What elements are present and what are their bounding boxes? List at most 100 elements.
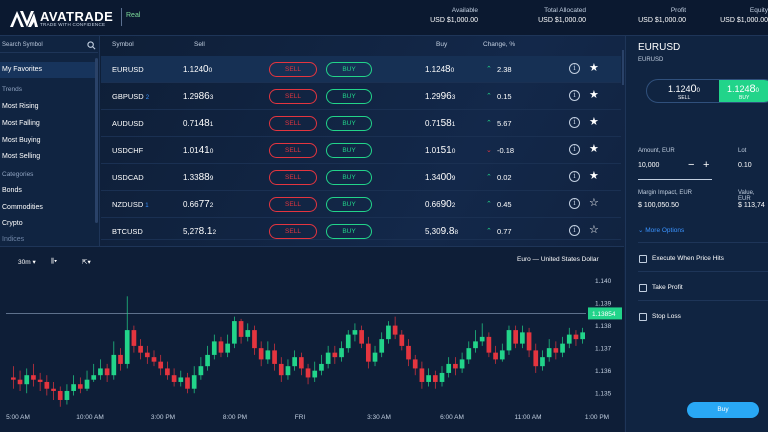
candle-body [446,363,452,373]
row-sell-button[interactable]: SELL [269,143,317,158]
sidebar-item-most-buying[interactable]: Most Buying [2,137,41,144]
brand-logo[interactable]: AVATRADE TRADE WITH CONFIDENCE [10,8,118,28]
chart-type-button[interactable]: ⫼▾ [51,258,57,266]
row-sell-price: 1.12400 [183,64,213,75]
row-symbol: GBPUSD 2 [112,92,150,101]
table-row[interactable]: EURUSD 1.12400 SELL BUY 1.12480 ⌃ 2.38 i ★ [101,56,621,83]
candle-body [144,352,150,358]
sidebar-item-bonds[interactable]: Bonds [2,187,22,194]
candle-body [312,370,318,378]
info-icon[interactable]: i [569,225,580,236]
row-sell-button[interactable]: SELL [269,89,317,104]
table-row[interactable]: GBPUSD 2 1.29863 SELL BUY 1.29963 ⌃ 0.15 i ★ [101,83,621,110]
row-buy-button[interactable]: BUY [326,224,372,239]
info-icon[interactable]: i [569,171,580,182]
table-row[interactable]: NZDUSD 1 0.66772 SELL BUY 0.66902 ⌃ 0.45 i ☆ [101,191,621,218]
row-sell-button[interactable]: SELL [269,224,317,239]
buy-label: BUY [739,95,750,101]
candle-body [359,330,364,344]
lot-label: Lot [738,148,747,154]
info-icon[interactable]: i [569,144,580,155]
candle-body [285,366,291,376]
sidebar-item-most-selling[interactable]: Most Selling [2,153,41,160]
table-row[interactable]: USDCAD 1.33889 SELL BUY 1.34009 ⌃ 0.02 i ★ [101,164,621,191]
info-icon[interactable]: i [569,63,580,74]
candle-body [533,350,539,367]
search-icon[interactable] [87,41,96,50]
info-icon[interactable]: i [569,90,580,101]
execute-when-price-hits-checkbox[interactable] [639,255,647,263]
stop-loss-checkbox[interactable] [639,313,647,321]
x-tick-label: 1:00 PM [585,414,609,421]
sidebar-item-most-rising[interactable]: Most Rising [2,103,39,110]
table-row[interactable]: BTCUSD 5,278.12 SELL BUY 5,309.88 ⌃ 0.77 i ☆ [101,218,621,240]
table-row[interactable]: USDCHF 1.01410 SELL BUY 1.01510 ⌄ -0.18 i ★ [101,137,621,164]
row-sell-button[interactable]: SELL [269,116,317,131]
search-input[interactable]: Search Symbol [0,38,98,53]
row-buy-button[interactable]: BUY [326,116,372,131]
candle-body [131,330,137,346]
candle-body [499,350,505,360]
submit-buy-button[interactable]: Buy [687,402,759,418]
table-row[interactable]: AUDUSD 0.71481 SELL BUY 0.71581 ⌃ 5.67 i ★ [101,110,621,137]
row-buy-price: 0.66902 [425,199,456,210]
row-buy-button[interactable]: BUY [326,197,372,212]
row-sell-price: 1.29863 [183,91,214,102]
sell-price: 1.12400 [668,83,700,95]
account-type-badge[interactable]: Real [126,12,141,19]
sidebar-scrollbar[interactable] [95,58,98,223]
buy-toggle-button[interactable]: 1.12480 BUY [719,80,768,102]
star-outline-icon[interactable]: ☆ [589,197,599,209]
sell-toggle-button[interactable]: 1.12400 SELL [647,80,719,102]
chevron-down-icon: ▾ [87,259,91,266]
candle-body [258,348,264,360]
row-symbol: BTCUSD [112,227,143,236]
star-filled-icon[interactable]: ★ [589,116,599,128]
row-buy-button[interactable]: BUY [326,89,372,104]
candle-body [11,377,16,380]
sidebar-item-commodities[interactable]: Commodities [2,204,43,211]
candle-body [178,377,184,382]
candle-body [419,368,425,382]
watchlist-table: Symbol Sell Buy Change, % EURUSD 1.12400 S… [101,36,621,246]
row-sell-button[interactable]: SELL [269,197,317,212]
star-filled-icon[interactable]: ★ [589,62,599,74]
lot-field[interactable]: 0.10 [738,162,752,169]
star-filled-icon[interactable]: ★ [589,89,599,101]
sidebar-item-favorites[interactable]: My Favorites [0,62,98,78]
divider [638,242,768,243]
star-filled-icon[interactable]: ★ [589,170,599,182]
watchlist-scrollbar[interactable] [622,50,624,85]
row-buy-button[interactable]: BUY [326,143,372,158]
candle-body [185,377,190,389]
column-header-sell: Sell [194,41,205,48]
candlestick-chart[interactable]: 1.140 1.139 1.138 1.137 1.136 1.135 1.13854 5:0… [0,247,624,432]
more-options-toggle[interactable]: ⌄ More Options [638,227,685,234]
row-sell-button[interactable]: SELL [269,170,317,185]
stat-value: USD $1,000.00 [720,17,768,24]
candle-body [272,350,277,364]
timeframe-select[interactable]: 30m ▾ [18,258,36,266]
info-icon[interactable]: i [569,198,580,209]
plus-icon[interactable]: + [703,159,710,171]
arrow-up-icon: ⌃ [486,120,492,127]
column-header-symbol: Symbol [112,41,134,48]
row-buy-button[interactable]: BUY [326,170,372,185]
arrow-up-icon: ⌃ [486,93,492,100]
search-placeholder: Search Symbol [2,42,43,48]
sidebar-item-most-falling[interactable]: Most Falling [2,120,40,127]
minus-icon[interactable]: − [688,159,695,171]
take-profit-checkbox[interactable] [639,284,647,292]
candle-body [77,384,83,389]
amount-field[interactable]: 10,000 [638,162,660,169]
row-buy-button[interactable]: BUY [326,62,372,77]
sidebar-item-indices[interactable]: Indices [2,236,25,243]
row-sell-button[interactable]: SELL [269,62,317,77]
star-outline-icon[interactable]: ☆ [589,224,599,236]
drawing-tool-button[interactable]: ⇱▾ [82,258,91,266]
candle-body [473,341,478,349]
star-filled-icon[interactable]: ★ [589,143,599,155]
info-icon[interactable]: i [569,117,580,128]
chevron-down-icon: ▾ [32,259,36,266]
sidebar-item-crypto[interactable]: Crypto [2,220,23,227]
